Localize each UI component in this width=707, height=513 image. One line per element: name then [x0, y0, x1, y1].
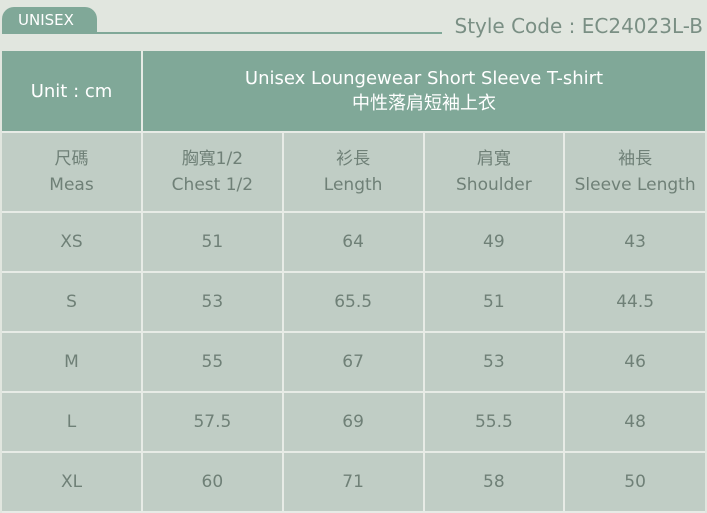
- column-header: 胸寬1/2 Chest 1/2: [141, 131, 284, 213]
- table-cell: 55.5: [422, 391, 566, 453]
- column-header: 袖長 Sleeve Length: [563, 131, 705, 213]
- table-cell: S: [2, 271, 143, 333]
- table-cell: 69: [281, 391, 425, 453]
- col-en: Sleeve Length: [574, 175, 696, 195]
- title-en: Unisex Loungewear Short Sleeve T-shirt: [244, 67, 604, 89]
- table-row: XL 60 71 58 50: [2, 451, 705, 513]
- table-cell: 50: [563, 451, 705, 513]
- table-cell: 51: [141, 211, 284, 273]
- col-en: Shoulder: [456, 175, 532, 195]
- size-chart-table: Unit : cm Unisex Loungewear Short Sleeve…: [2, 51, 705, 513]
- column-header: 肩寬 Shoulder: [422, 131, 566, 213]
- table-row: S 53 65.5 51 44.5: [2, 271, 705, 333]
- col-zh: 胸寬1/2: [181, 149, 244, 169]
- table-cell: 53: [141, 271, 284, 333]
- table-cell: M: [2, 331, 143, 393]
- col-en: Meas: [49, 175, 94, 195]
- table-header-row: Unit : cm Unisex Loungewear Short Sleeve…: [2, 51, 705, 133]
- style-code: Style Code : EC24023L-B: [454, 14, 704, 38]
- column-header-row: 尺碼 Meas 胸寬1/2 Chest 1/2 衫長 Length 肩寬 Shoulde…: [2, 131, 705, 213]
- table-row: L 57.5 69 55.5 48: [2, 391, 705, 453]
- column-header: 衫長 Length: [281, 131, 425, 213]
- table-cell: 64: [281, 211, 425, 273]
- col-zh: 尺碼: [54, 149, 89, 169]
- table-cell: 65.5: [281, 271, 425, 333]
- table-cell: 49: [422, 211, 566, 273]
- divider: [2, 32, 442, 34]
- table-cell: 57.5: [141, 391, 284, 453]
- col-zh: 衫長: [336, 149, 371, 169]
- col-en: Chest 1/2: [171, 175, 254, 195]
- unit-label: Unit : cm: [2, 51, 143, 133]
- column-header: 尺碼 Meas: [2, 131, 143, 213]
- table-cell: 67: [281, 331, 425, 393]
- product-title: Unisex Loungewear Short Sleeve T-shirt 中性…: [141, 51, 705, 133]
- table-cell: 46: [563, 331, 705, 393]
- table-cell: 53: [422, 331, 566, 393]
- table-cell: 44.5: [563, 271, 705, 333]
- table-cell: 58: [422, 451, 566, 513]
- col-zh: 肩寬: [476, 149, 511, 169]
- table-cell: 60: [141, 451, 284, 513]
- table-row: XS 51 64 49 43: [2, 211, 705, 273]
- table-cell: 55: [141, 331, 284, 393]
- table-cell: 51: [422, 271, 566, 333]
- table-cell: XS: [2, 211, 143, 273]
- table-row: M 55 67 53 46: [2, 331, 705, 393]
- table-cell: 43: [563, 211, 705, 273]
- table-cell: L: [2, 391, 143, 453]
- unisex-tab: UNISEX: [2, 7, 97, 34]
- table-cell: 48: [563, 391, 705, 453]
- table-cell: XL: [2, 451, 143, 513]
- col-en: Length: [323, 175, 383, 195]
- title-zh: 中性落肩短袖上衣: [352, 92, 496, 114]
- col-zh: 袖長: [618, 149, 653, 169]
- table-cell: 71: [281, 451, 425, 513]
